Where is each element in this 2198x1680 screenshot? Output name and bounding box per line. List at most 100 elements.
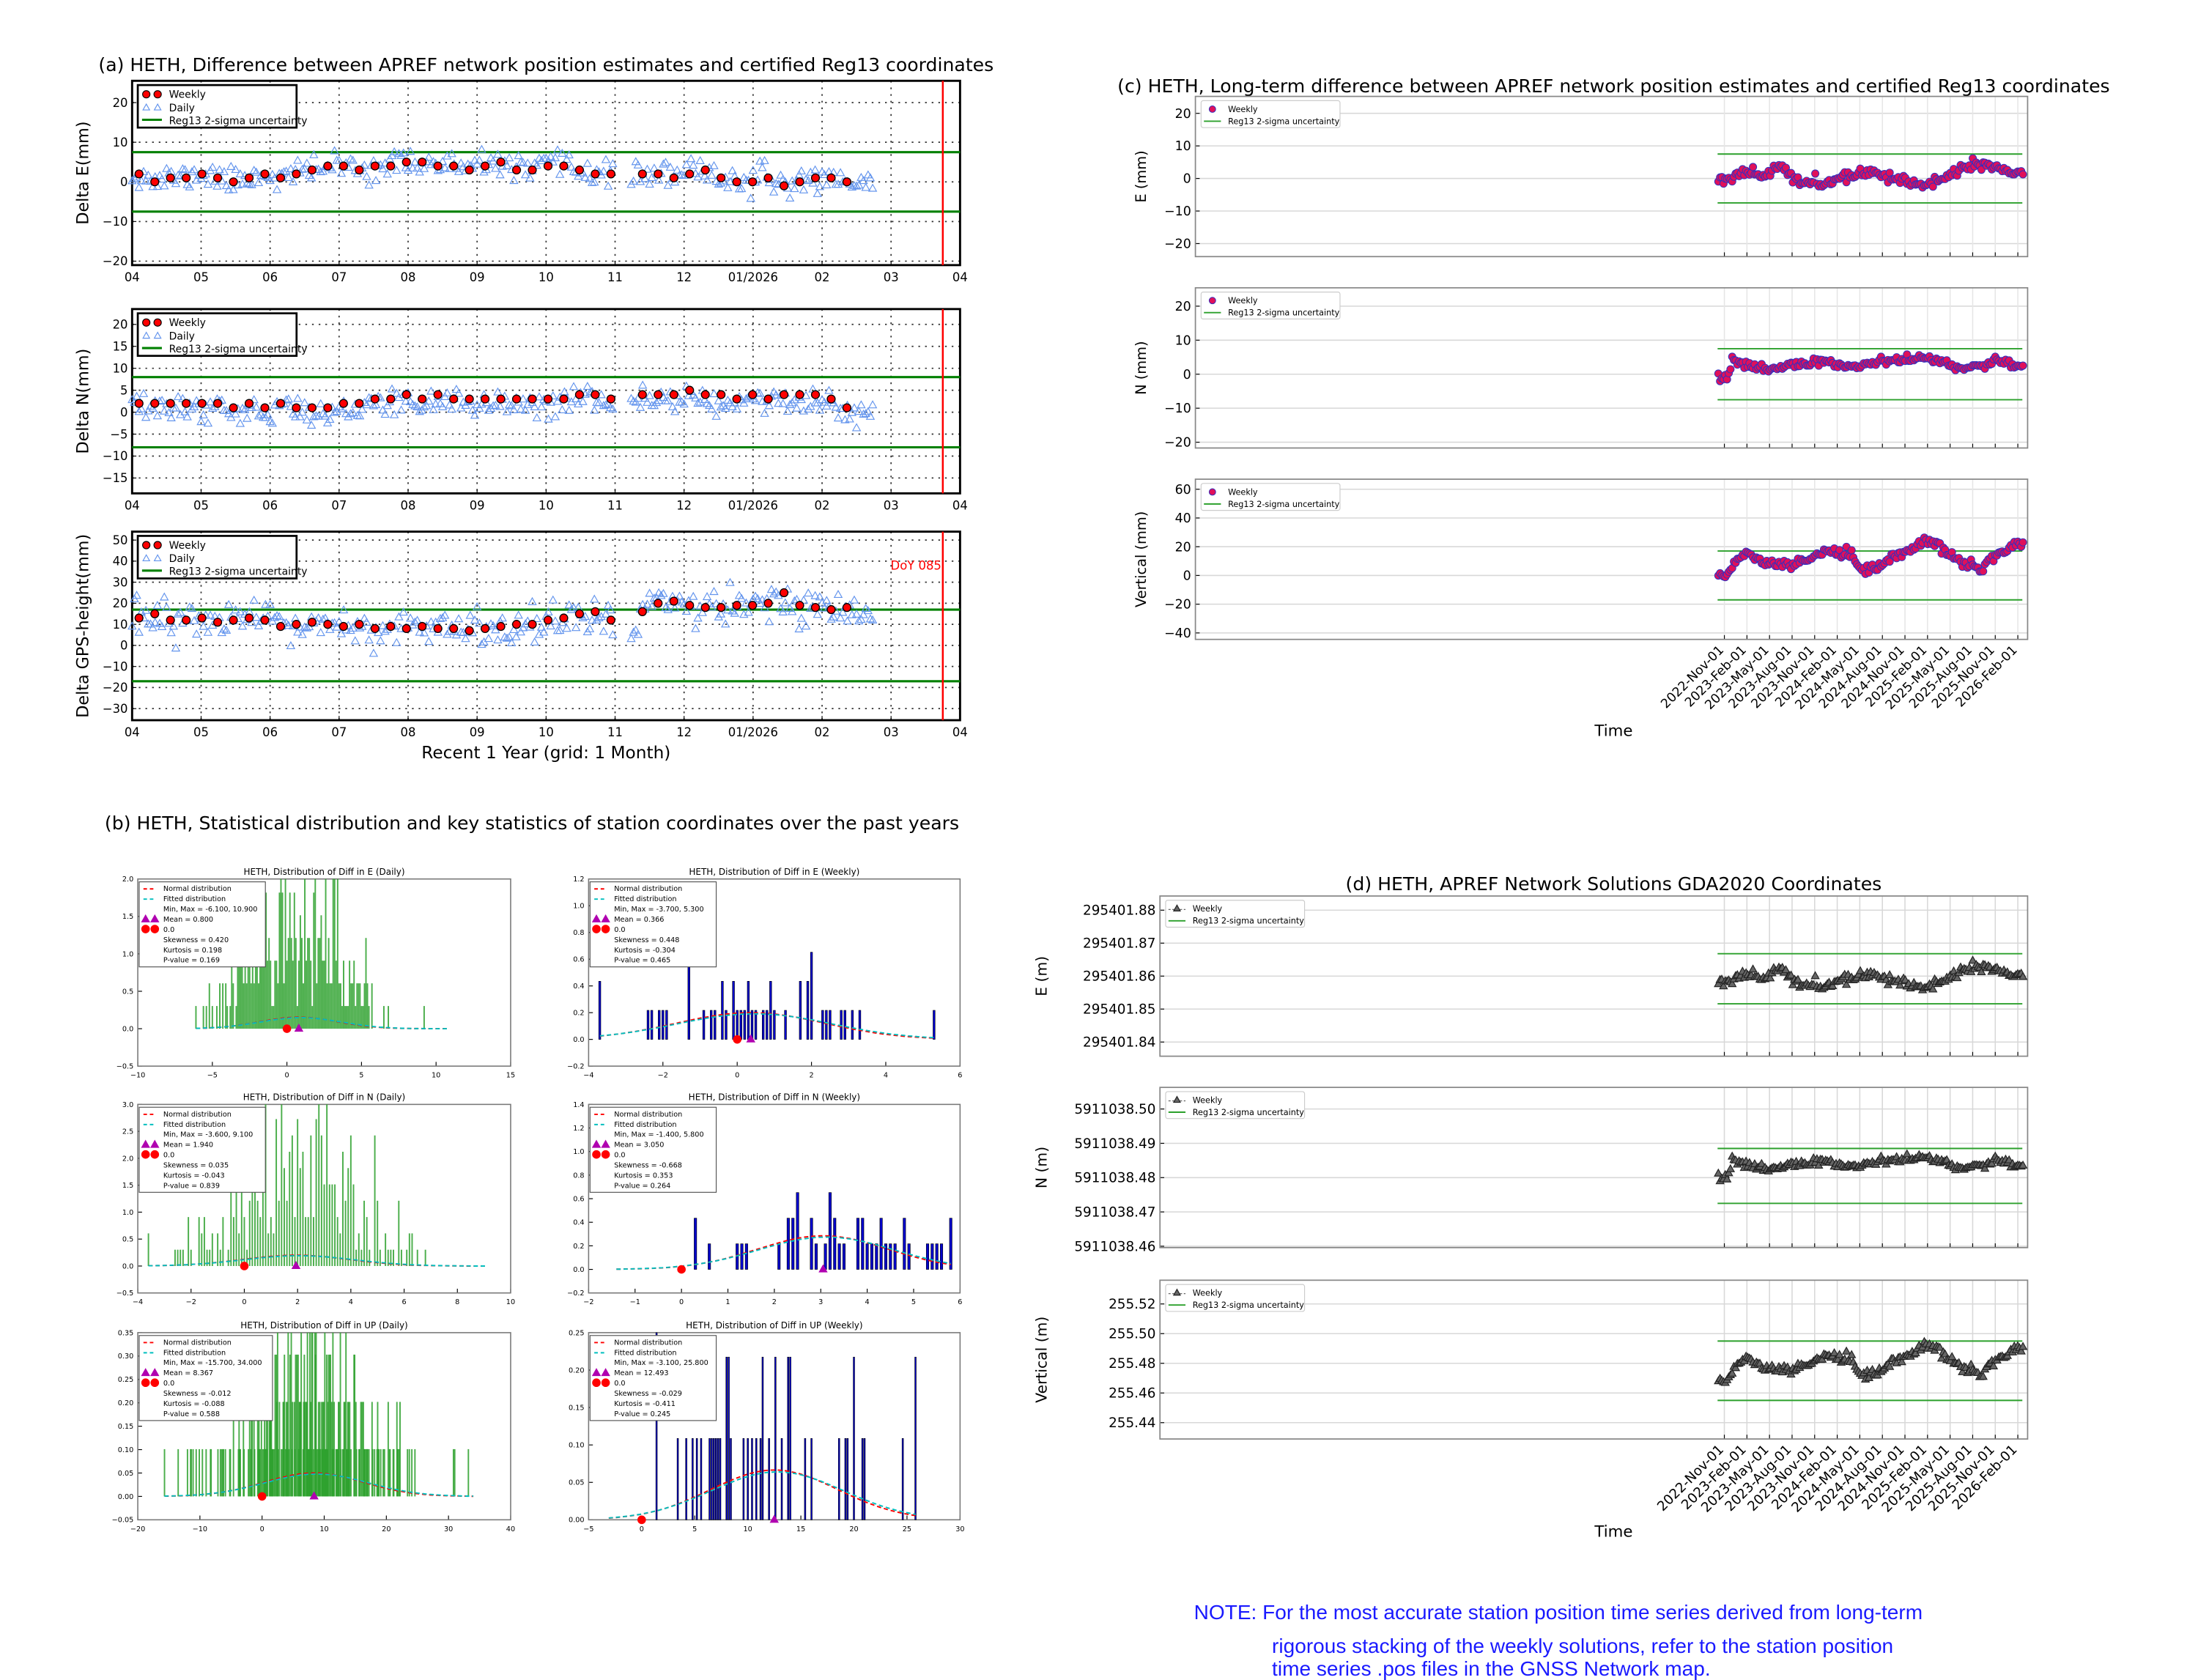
legend-row: Kurtosis = 0.198 — [163, 947, 222, 955]
legend-weekly-marker — [153, 90, 162, 99]
daily-point — [160, 406, 169, 415]
daily-point — [396, 405, 406, 414]
histogram-bar — [833, 1218, 837, 1270]
daily-point — [771, 179, 781, 188]
daily-point — [261, 412, 270, 421]
daily-point — [502, 160, 512, 169]
histogram-bar — [414, 1448, 416, 1497]
weekly-point — [1748, 964, 1758, 973]
daily-point — [447, 404, 456, 413]
daily-point — [196, 417, 206, 426]
legend-row: Kurtosis = -0.088 — [163, 1400, 225, 1408]
daily-point — [302, 158, 312, 167]
histogram-bar — [861, 1437, 864, 1520]
daily-point — [631, 625, 640, 634]
histogram-bar — [289, 1354, 291, 1497]
histogram-bar — [180, 1249, 182, 1266]
y-tick-label: 0.10 — [569, 1442, 585, 1450]
y-tick-label: 295401.88 — [1083, 903, 1155, 919]
daily-point — [265, 599, 275, 608]
histogram-bar — [380, 1448, 382, 1497]
y-tick-label: 0.8 — [573, 929, 584, 937]
weekly-point — [465, 394, 474, 404]
histogram-bar — [467, 1448, 470, 1497]
histogram-bar — [676, 1437, 679, 1520]
legend-box — [1165, 900, 1306, 928]
daily-point — [265, 417, 275, 426]
weekly-point — [795, 177, 804, 187]
daily-point — [819, 397, 829, 406]
y-tick-label: 1.0 — [573, 903, 584, 911]
legend-box — [1200, 100, 1341, 128]
daily-point — [380, 410, 390, 418]
daily-point — [509, 404, 519, 413]
histogram-title: HETH, Distribution of Diff in UP (Weekly… — [686, 1320, 862, 1331]
daily-point — [606, 605, 615, 614]
y-tick-label: 255.50 — [1109, 1327, 1155, 1342]
daily-point — [590, 177, 599, 186]
daily-point — [330, 146, 339, 155]
histogram-bar — [268, 938, 270, 1029]
daily-point — [771, 390, 781, 399]
weekly-point — [496, 158, 506, 167]
legend-daily-label: Daily — [169, 330, 195, 342]
histogram-bar — [717, 1437, 719, 1520]
histogram-bar — [863, 1437, 866, 1520]
x-tick-label: 10 — [539, 499, 554, 513]
histogram-bar — [791, 1218, 795, 1270]
histogram-bar — [355, 1249, 358, 1266]
histogram-bar — [344, 1006, 346, 1029]
daily-point — [643, 164, 652, 173]
daily-point — [348, 623, 358, 632]
histogram-bar — [259, 1217, 262, 1266]
weekly-point — [1947, 1352, 1957, 1361]
daily-point — [334, 155, 344, 164]
histogram-bar — [311, 1332, 314, 1497]
histogram-bar — [379, 1249, 381, 1266]
doy-label: DoY 085 — [891, 558, 941, 572]
y-axis-label: Vertical (mm) — [1133, 511, 1150, 607]
y-tick-label: 0 — [1183, 569, 1191, 584]
legend-row: 0.0 — [163, 1152, 174, 1160]
daily-point — [431, 399, 440, 408]
histogram-bar — [320, 1135, 322, 1266]
daily-point — [470, 155, 480, 164]
daily-point — [410, 401, 420, 410]
weekly-point — [134, 169, 144, 179]
weekly-point — [2018, 538, 2027, 547]
histogram-bar — [329, 983, 331, 1029]
daily-point — [141, 176, 151, 185]
daily-point — [205, 397, 215, 406]
daily-point — [854, 180, 864, 189]
daily-point — [725, 177, 735, 185]
histogram-bar — [291, 1135, 293, 1266]
weekly-point — [2018, 1342, 2028, 1350]
histogram-bar — [766, 1010, 769, 1040]
weekly-point — [197, 613, 207, 623]
legend-weekly-label: Weekly — [1193, 904, 1223, 914]
daily-point — [739, 398, 749, 407]
histogram-bar — [411, 1233, 413, 1266]
histogram-bar — [646, 1010, 650, 1040]
histogram-bar — [265, 1354, 267, 1497]
histogram-bar — [349, 1402, 351, 1497]
histogram-bar — [275, 1119, 278, 1266]
y-tick-label: 1.5 — [122, 1182, 133, 1190]
mean-marker — [294, 1024, 304, 1032]
daily-point — [536, 155, 547, 165]
histogram-bar — [295, 1354, 297, 1497]
daily-point — [265, 176, 275, 185]
x-tick-label: 6 — [958, 1072, 962, 1080]
daily-point — [656, 591, 666, 599]
daily-point — [221, 181, 232, 190]
x-tick-label: 10 — [539, 725, 554, 739]
zero-marker — [733, 1035, 741, 1044]
panel-b-title: (b) HETH, Statistical distribution and k… — [105, 813, 959, 834]
histogram-bar — [281, 1448, 282, 1497]
histogram-bar — [879, 1218, 883, 1270]
legend-weekly-marker — [1172, 904, 1181, 911]
histogram-bar — [313, 1217, 314, 1266]
histogram-bar — [240, 961, 242, 1029]
legend-zero-marker — [601, 1378, 610, 1388]
histogram-bar — [284, 1168, 285, 1266]
